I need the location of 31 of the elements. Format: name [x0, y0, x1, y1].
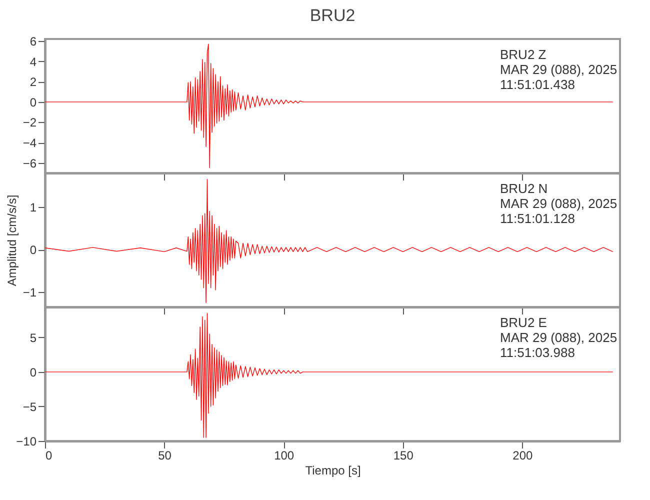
annotation: 11:51:01.438 — [500, 77, 575, 92]
y-tick-label: 6 — [30, 34, 37, 49]
annotation: MAR 29 (088), 2025 — [500, 330, 618, 345]
y-tick-label: 1 — [30, 200, 37, 215]
y-tick-label: 0 — [30, 365, 37, 380]
y-axis-title: Amplitud [cm/s/s] — [4, 194, 19, 286]
annotation: 11:51:01.128 — [500, 211, 575, 226]
x-axis-title: Tiempo [s] — [305, 464, 361, 478]
y-tick-label: −4 — [22, 136, 37, 150]
y-tick-label: −5 — [22, 400, 37, 414]
y-tick-label: −1 — [22, 286, 37, 300]
x-tick-label: 100 — [274, 448, 294, 462]
y-tick-label: 0 — [30, 95, 37, 110]
annotation: MAR 29 (088), 2025 — [500, 62, 618, 77]
annotation: BRU2 N — [500, 181, 548, 196]
y-tick-label: −2 — [22, 116, 37, 130]
x-tick-label: 0 — [46, 448, 52, 462]
y-tick-label: 4 — [30, 54, 37, 69]
annotation: MAR 29 (088), 2025 — [500, 196, 618, 211]
y-tick-label: 2 — [30, 75, 37, 90]
x-tick-label: 50 — [158, 448, 172, 462]
x-tick-label: 150 — [393, 448, 414, 462]
annotation: BRU2 E — [500, 315, 548, 330]
y-tick-label: −6 — [22, 156, 37, 170]
chart-title: BRU2 — [310, 6, 356, 26]
y-tick-label: 0 — [30, 243, 37, 258]
y-tick-label: −10 — [16, 434, 37, 448]
annotation: BRU2 Z — [500, 47, 546, 62]
x-tick-label: 200 — [512, 448, 534, 462]
y-tick-label: 5 — [30, 330, 37, 345]
annotation: 11:51:03.988 — [500, 345, 575, 360]
